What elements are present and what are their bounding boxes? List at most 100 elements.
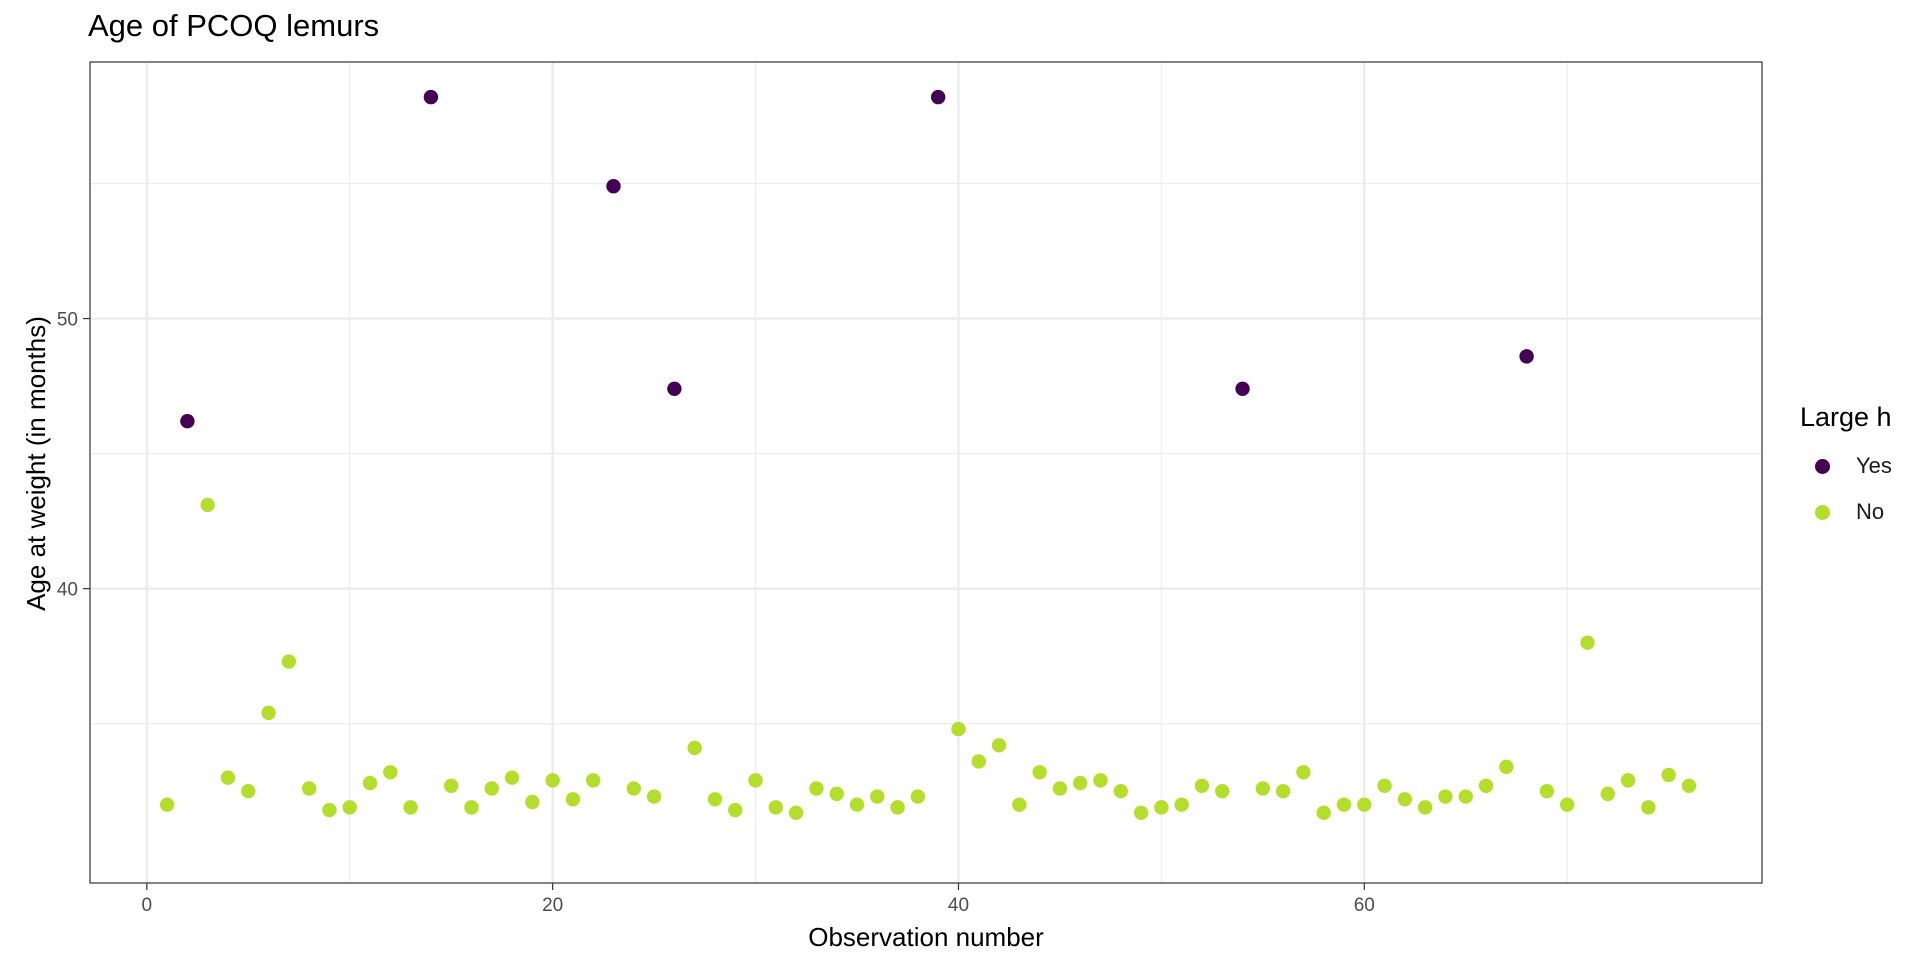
legend: Large h Yes No xyxy=(1800,402,1892,535)
point-no xyxy=(1661,767,1676,783)
point-no xyxy=(1458,789,1473,804)
legend-key-no xyxy=(1815,504,1830,520)
y-axis: 40 50 xyxy=(57,310,90,601)
point-no xyxy=(910,789,926,804)
point-no xyxy=(1377,778,1392,793)
point-no xyxy=(342,800,357,815)
point-no xyxy=(1174,797,1189,812)
plot-panel xyxy=(90,62,1762,883)
point-no xyxy=(829,786,844,802)
legend-label-yes: Yes xyxy=(1856,453,1892,478)
chart-title: Age of PCOQ lemurs xyxy=(88,8,380,43)
point-no xyxy=(159,797,175,812)
point-no xyxy=(200,497,215,513)
point-no xyxy=(849,797,865,812)
point-no xyxy=(1499,759,1514,775)
point-no xyxy=(646,789,662,804)
point-no xyxy=(626,781,642,796)
minor-gridlines xyxy=(90,62,1762,883)
x-tick-label: 20 xyxy=(542,895,563,916)
point-no xyxy=(1600,786,1615,802)
plot-border xyxy=(89,61,1763,884)
point-no xyxy=(1113,783,1128,799)
point-no xyxy=(586,773,601,788)
point-no xyxy=(1620,773,1636,788)
legend-item-no: No xyxy=(1800,489,1892,535)
legend-label-no: No xyxy=(1856,499,1885,524)
point-no xyxy=(748,773,763,788)
y-tick-label: 50 xyxy=(57,310,78,331)
point-no xyxy=(1417,800,1433,815)
point-no xyxy=(565,792,581,807)
point-no xyxy=(1154,800,1169,815)
point-no xyxy=(788,805,804,820)
point-no xyxy=(525,794,540,810)
y-tick-label: 40 xyxy=(57,580,78,601)
point-no xyxy=(261,705,276,721)
y-axis-label: Age at weight (in months) xyxy=(21,316,51,611)
point-no xyxy=(322,802,337,818)
point-no xyxy=(301,781,317,796)
point-yes xyxy=(667,381,682,396)
point-no xyxy=(728,802,743,818)
point-no xyxy=(484,781,499,796)
point-no xyxy=(971,754,986,769)
x-axis-label: Observation number xyxy=(808,922,1044,952)
point-no xyxy=(241,783,256,799)
legend-item-yes: Yes xyxy=(1800,443,1892,489)
point-no xyxy=(687,740,702,756)
point-no xyxy=(403,800,418,815)
point-no xyxy=(870,789,885,804)
point-no xyxy=(890,800,905,815)
point-no xyxy=(1438,789,1453,804)
point-no xyxy=(220,770,236,785)
point-no xyxy=(707,792,723,807)
x-tick-label: 60 xyxy=(1354,895,1375,916)
x-tick-label: 40 xyxy=(948,895,969,916)
point-no xyxy=(443,778,459,793)
point-no xyxy=(1215,783,1230,799)
point-no xyxy=(1681,778,1697,793)
point-no xyxy=(1275,783,1291,799)
point-no xyxy=(1012,797,1027,812)
point-no xyxy=(1133,805,1149,820)
point-no xyxy=(1052,781,1068,796)
point-no xyxy=(951,721,966,737)
point-yes xyxy=(1235,381,1250,396)
point-no xyxy=(1336,797,1352,812)
point-no xyxy=(383,765,398,780)
point-no xyxy=(1580,635,1595,650)
point-no xyxy=(1560,797,1575,812)
point-no xyxy=(1194,778,1210,793)
point-yes xyxy=(930,89,946,105)
point-no xyxy=(464,800,479,815)
point-no xyxy=(1357,797,1372,812)
point-no xyxy=(1539,783,1555,799)
point-no xyxy=(281,654,297,669)
major-gridlines xyxy=(90,62,1762,883)
legend-title: Large h xyxy=(1800,402,1892,432)
point-yes xyxy=(1519,349,1534,364)
point-no xyxy=(1316,805,1331,820)
x-axis: 0 20 40 60 xyxy=(142,883,1375,916)
point-no xyxy=(768,800,784,815)
point-no xyxy=(1255,781,1271,796)
point-no xyxy=(362,775,378,791)
point-yes xyxy=(180,413,195,429)
point-no xyxy=(1032,765,1047,780)
point-no xyxy=(504,770,520,785)
point-no xyxy=(1093,773,1108,788)
point-no xyxy=(991,738,1007,753)
legend-key-yes xyxy=(1815,458,1830,474)
point-no xyxy=(809,781,824,796)
point-no xyxy=(1073,775,1088,791)
point-no xyxy=(1397,792,1413,807)
data-points xyxy=(159,89,1697,820)
point-yes xyxy=(606,179,621,194)
point-no xyxy=(545,773,560,788)
point-no xyxy=(1641,800,1656,815)
point-yes xyxy=(423,89,439,105)
point-no xyxy=(1478,778,1494,793)
x-tick-label: 0 xyxy=(142,895,153,916)
